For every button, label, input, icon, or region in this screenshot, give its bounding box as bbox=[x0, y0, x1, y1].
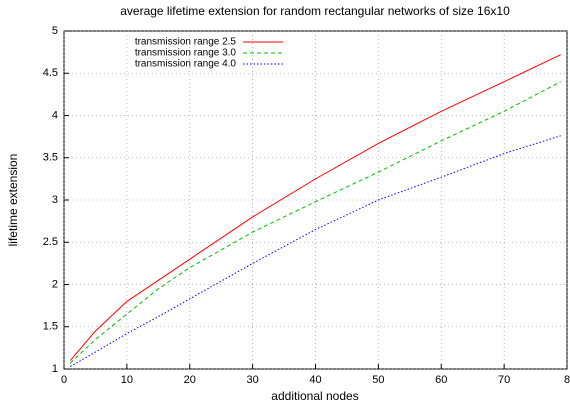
x-tick-label: 20 bbox=[184, 374, 196, 386]
chart-title: average lifetime extension for random re… bbox=[120, 4, 510, 18]
y-tick-label: 4 bbox=[52, 109, 58, 121]
y-tick-label: 4.5 bbox=[43, 67, 58, 79]
y-tick-label: 5 bbox=[52, 25, 58, 37]
y-tick-label: 3 bbox=[52, 194, 58, 206]
y-axis-label: lifetime extension bbox=[6, 154, 20, 247]
x-tick-label: 0 bbox=[61, 374, 67, 386]
series-line bbox=[70, 135, 561, 367]
x-axis-label: additional nodes bbox=[271, 389, 358, 403]
series-line bbox=[69, 81, 561, 364]
x-tick-label: 50 bbox=[372, 374, 384, 386]
y-tick-label: 2 bbox=[52, 278, 58, 290]
x-tick-label: 30 bbox=[247, 374, 259, 386]
y-tick-label: 2.5 bbox=[43, 236, 58, 248]
x-tick-label: 40 bbox=[309, 374, 321, 386]
legend-label: transmission range 2.5 bbox=[135, 37, 237, 48]
series-line bbox=[69, 54, 561, 361]
x-tick-label: 10 bbox=[121, 374, 133, 386]
x-tick-label: 8 bbox=[564, 374, 570, 386]
x-tick-label: 70 bbox=[498, 374, 510, 386]
legend-label: transmission range 4.0 bbox=[135, 59, 237, 70]
y-tick-label: 1 bbox=[52, 363, 58, 375]
y-tick-label: 1.5 bbox=[43, 321, 58, 333]
x-tick-label: 60 bbox=[435, 374, 447, 386]
legend-label: transmission range 3.0 bbox=[135, 48, 237, 59]
y-tick-label: 3.5 bbox=[43, 152, 58, 164]
